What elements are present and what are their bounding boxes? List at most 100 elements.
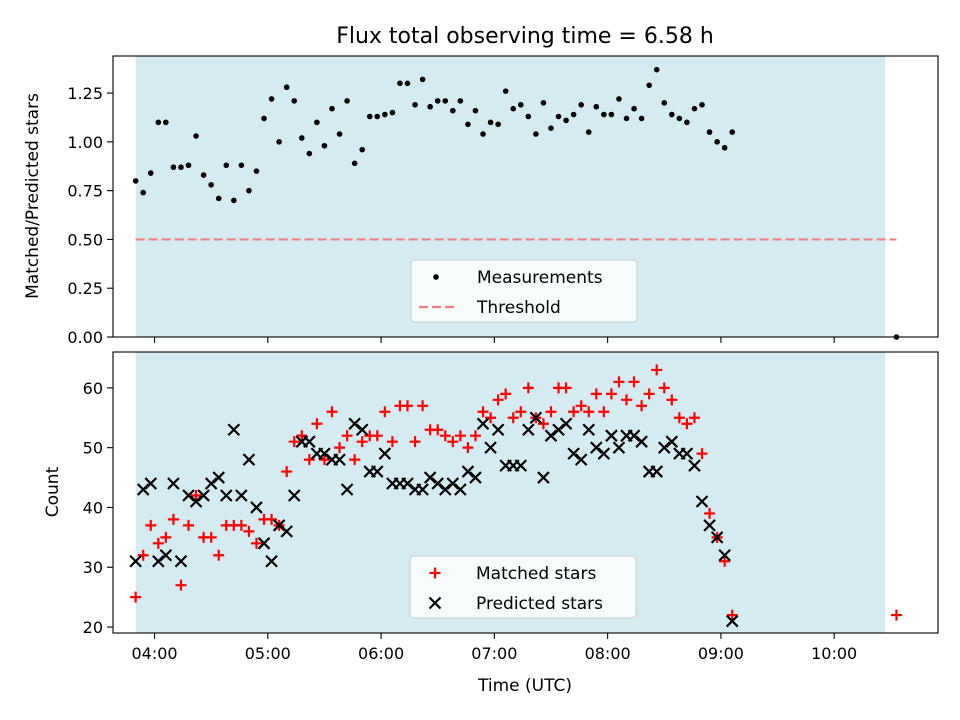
measurement-point	[276, 139, 282, 145]
matched-star-point	[341, 430, 353, 442]
matched-star-point	[696, 448, 708, 460]
ratio-legend: Measurements Threshold	[410, 259, 638, 323]
predicted-star-point	[657, 441, 671, 454]
matched-star-point	[719, 555, 731, 567]
legend-label: Threshold	[476, 298, 561, 318]
predicted-star-point	[529, 411, 543, 425]
matched-star-point	[583, 406, 595, 418]
measurement-point	[631, 105, 637, 112]
measurement-point	[653, 66, 660, 73]
predicted-star-point	[416, 483, 429, 496]
matched-star-point	[636, 400, 648, 412]
legend-predicted-marker	[428, 596, 442, 610]
predicted-star-point	[597, 447, 611, 460]
matched-star-point	[688, 412, 700, 424]
predicted-star-point	[514, 459, 528, 472]
matched-star-point	[890, 609, 902, 621]
predicted-star-point	[484, 441, 497, 454]
predicted-star-point	[212, 471, 225, 484]
matched-star-point	[492, 394, 504, 406]
count-y-tick-label: 30	[83, 558, 103, 577]
measurement-point	[329, 105, 335, 112]
measurement-point	[223, 162, 230, 169]
predicted-star-point	[718, 548, 731, 562]
measurement-point	[638, 115, 645, 122]
matched-star-point	[167, 513, 179, 525]
matched-star-point	[379, 406, 391, 418]
measurement-point	[366, 113, 373, 120]
predicted-star-point	[680, 447, 694, 460]
ratio-y-tick-label: 1.00	[67, 133, 103, 152]
measurement-point	[684, 119, 690, 126]
predicted-star-point	[454, 483, 467, 496]
matched-star-point	[575, 400, 587, 412]
ratio-frame	[112, 55, 939, 338]
measurement-point	[706, 129, 713, 135]
legend-matched-marker	[429, 567, 441, 579]
matched-star-point	[371, 430, 383, 442]
matched-star-point	[681, 418, 693, 430]
measurement-point	[646, 82, 652, 89]
measurement-point	[525, 113, 532, 120]
chart-title: Flux total observing time = 6.58 h	[336, 24, 714, 49]
matched-star-point	[250, 537, 262, 549]
predicted-star-point	[219, 489, 233, 502]
matched-star-point	[613, 376, 625, 388]
x-tick-label: 08:00	[585, 644, 631, 663]
measurement-point	[231, 197, 237, 204]
ratio-y-tick-label: 1.25	[67, 84, 103, 103]
matched-star-point	[145, 519, 157, 531]
measurement-point	[246, 187, 252, 194]
ratio-legend-frame	[410, 259, 638, 323]
measurement-point	[699, 101, 705, 108]
matched-star-point	[175, 579, 187, 591]
measurement-point	[359, 146, 365, 153]
predicted-star-point	[401, 477, 414, 490]
x-tick-label: 10:00	[811, 644, 857, 663]
matched-star-point	[651, 364, 663, 376]
matched-star-point	[356, 436, 368, 448]
measurement-point	[261, 115, 267, 122]
x-tick-label: 06:00	[358, 644, 404, 663]
measurement-point	[147, 170, 154, 176]
matched-star-point	[303, 454, 315, 466]
matched-star-point	[605, 388, 617, 400]
measurement-point	[412, 101, 418, 108]
measurement-point	[585, 129, 592, 135]
matched-star-point	[658, 382, 670, 394]
predicted-star-point	[144, 477, 158, 490]
matched-star-point	[500, 388, 512, 400]
measurement-point	[193, 133, 199, 139]
predicted-star-point	[136, 483, 150, 496]
predicted-star-point	[197, 489, 210, 502]
measurement-point	[314, 119, 320, 126]
measurement-point	[434, 98, 441, 104]
measurement-point	[616, 96, 622, 102]
matched-star-point	[183, 519, 195, 531]
measurement-point	[200, 172, 207, 178]
measurement-point	[495, 121, 501, 128]
predicted-star-point	[605, 429, 618, 442]
measurement-point	[570, 111, 577, 118]
x-axis-label: Time (UTC)	[477, 676, 572, 696]
measurement-point	[661, 100, 668, 106]
measurement-point	[253, 168, 260, 174]
predicted-star-point	[287, 489, 301, 502]
predicted-star-point	[265, 554, 278, 568]
measurement-point	[669, 111, 675, 118]
predicted-star-point	[333, 453, 346, 466]
predicted-star-point	[491, 423, 505, 437]
count-legend-frame	[409, 555, 637, 619]
matched-star-point	[205, 531, 217, 543]
predicted-star-point	[461, 465, 475, 478]
measurement-point	[397, 80, 403, 87]
measurement-point	[215, 195, 222, 202]
matched-star-point	[522, 382, 534, 394]
x-tick-label: 04:00	[131, 644, 177, 663]
predicted-star-point	[152, 554, 165, 568]
matched-star-point	[386, 436, 398, 448]
measurement-point	[517, 101, 524, 108]
measurement-point	[442, 98, 449, 104]
predicted-star-point	[567, 447, 580, 460]
measurement-point	[140, 189, 147, 196]
